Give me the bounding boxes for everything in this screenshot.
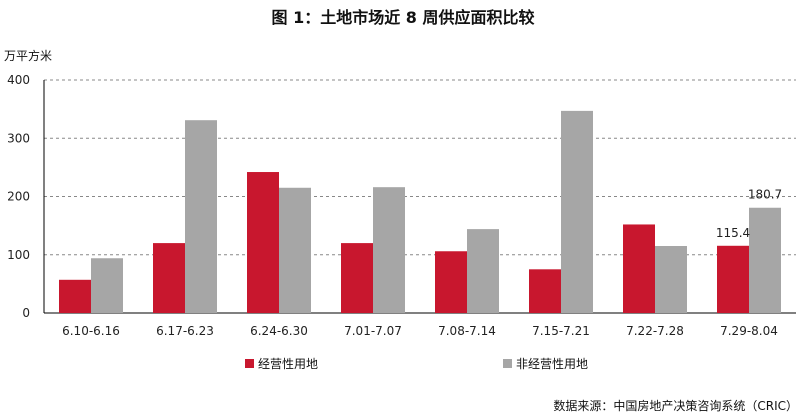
data-label: 180.7 (748, 188, 782, 202)
bar-series1 (529, 269, 561, 313)
bar-series1 (153, 243, 185, 313)
bar-series2 (467, 229, 499, 313)
legend-item-series2: 非经营性用地 (503, 355, 588, 372)
bar-series1 (623, 224, 655, 313)
y-tick-label: 400 (7, 73, 30, 87)
bar-series1 (341, 243, 373, 313)
x-tick-label: 7.15-7.21 (532, 324, 590, 338)
bar-series2 (185, 120, 217, 313)
bar-series2 (749, 207, 781, 313)
legend-label-series1: 经营性用地 (258, 357, 319, 371)
data-source: 数据来源：中国房地产决策咨询系统（CRIC） (553, 399, 798, 413)
bar-series2 (373, 187, 405, 313)
y-tick-label: 0 (22, 306, 30, 320)
bar-series1 (247, 172, 279, 313)
x-tick-label: 6.17-6.23 (156, 324, 214, 338)
bar-series1 (59, 279, 91, 313)
x-tick-label: 7.08-7.14 (438, 324, 496, 338)
y-tick-label: 300 (7, 131, 30, 145)
x-tick-label: 7.22-7.28 (626, 324, 684, 338)
bar-series2 (655, 246, 687, 313)
y-tick-label: 100 (7, 248, 30, 262)
x-tick-label: 7.29-8.04 (720, 324, 778, 338)
bar-series1 (435, 251, 467, 313)
legend-item-series1: 经营性用地 (245, 355, 318, 372)
y-tick-label: 200 (7, 190, 30, 204)
bar-series2 (279, 187, 311, 313)
bar-series1 (717, 245, 749, 313)
x-tick-label: 6.24-6.30 (250, 324, 308, 338)
x-tick-label: 7.01-7.07 (344, 324, 402, 338)
bar-series2 (91, 258, 123, 313)
chart-title: 图 1：土地市场近 8 周供应面积比较 (271, 8, 535, 27)
bar-series2 (561, 110, 593, 313)
legend-label-series2: 非经营性用地 (516, 357, 589, 371)
legend-swatch-series2 (503, 359, 512, 368)
x-tick-label: 6.10-6.16 (62, 324, 120, 338)
legend-swatch-series1 (245, 359, 254, 368)
y-unit-label: 万平方米 (4, 49, 53, 63)
data-label: 115.4 (716, 226, 750, 240)
